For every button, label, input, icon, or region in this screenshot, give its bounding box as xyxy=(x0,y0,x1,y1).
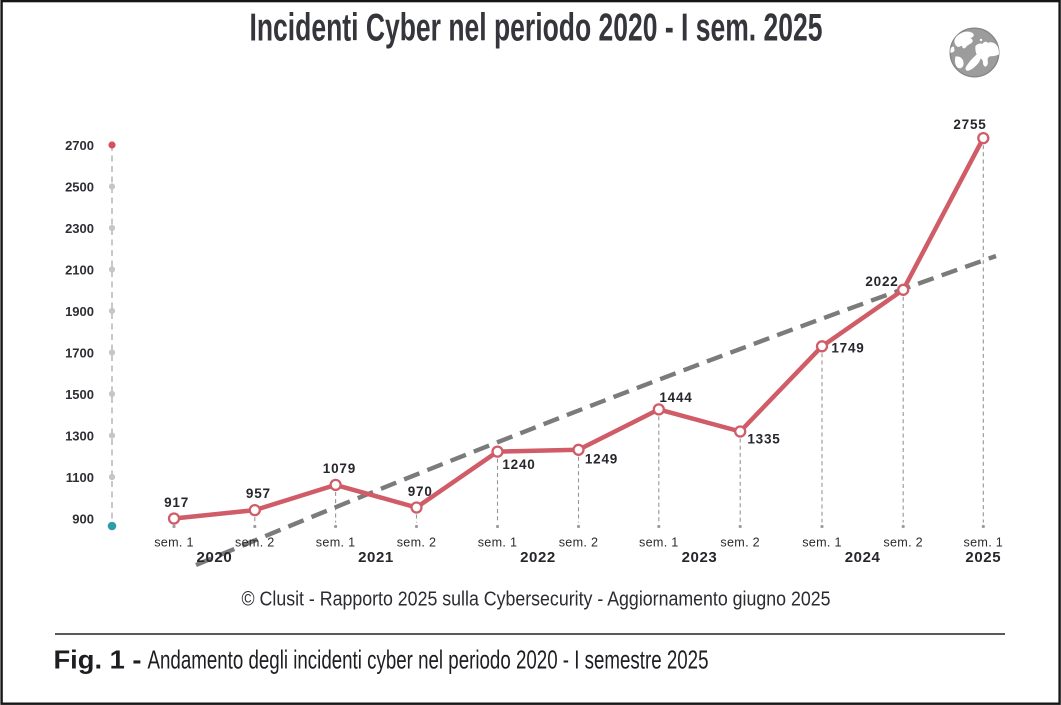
svg-text:sem. 1: sem. 1 xyxy=(639,536,679,550)
svg-text:2022: 2022 xyxy=(865,274,898,289)
svg-text:900: 900 xyxy=(72,511,94,526)
svg-text:sem. 1: sem. 1 xyxy=(964,536,1004,550)
svg-text:2300: 2300 xyxy=(65,221,94,236)
svg-text:1100: 1100 xyxy=(66,470,94,485)
svg-text:Incidenti Cyber nel periodo 20: Incidenti Cyber nel periodo 2020 - I sem… xyxy=(250,7,823,50)
svg-text:1900: 1900 xyxy=(65,304,94,319)
svg-text:2021: 2021 xyxy=(358,549,394,566)
svg-text:1249: 1249 xyxy=(585,452,618,467)
svg-text:2020: 2020 xyxy=(197,549,233,566)
svg-text:917: 917 xyxy=(164,495,189,510)
svg-text:1079: 1079 xyxy=(323,461,356,476)
svg-text:sem. 1: sem. 1 xyxy=(154,536,194,550)
svg-text:1335: 1335 xyxy=(747,432,780,447)
svg-text:sem. 2: sem. 2 xyxy=(720,536,760,550)
svg-text:957: 957 xyxy=(246,486,271,501)
svg-text:sem. 1: sem. 1 xyxy=(316,536,356,550)
svg-text:2025: 2025 xyxy=(965,549,1001,566)
svg-text:sem. 2: sem. 2 xyxy=(397,536,437,550)
svg-text:1300: 1300 xyxy=(65,428,94,443)
svg-text:Fig. 1 -Andamento degli incide: Fig. 1 - Andamento degli incidenti cyber … xyxy=(54,645,709,675)
svg-text:2100: 2100 xyxy=(65,262,94,277)
svg-text:1700: 1700 xyxy=(65,345,94,360)
svg-text:1444: 1444 xyxy=(659,390,692,405)
svg-text:1749: 1749 xyxy=(831,341,864,356)
svg-text:sem. 1: sem. 1 xyxy=(478,536,518,550)
svg-text:sem. 2: sem. 2 xyxy=(559,536,599,550)
svg-text:2700: 2700 xyxy=(65,138,94,153)
svg-text:1500: 1500 xyxy=(65,387,94,402)
svg-text:sem. 2: sem. 2 xyxy=(235,536,275,550)
svg-text:2022: 2022 xyxy=(520,549,556,566)
svg-text:sem. 1: sem. 1 xyxy=(802,536,842,550)
svg-text:sem. 2: sem. 2 xyxy=(883,536,923,550)
svg-text:© Clusit - Rapporto 2025 sulla: © Clusit - Rapporto 2025 sulla Cybersecu… xyxy=(242,588,831,611)
svg-text:2024: 2024 xyxy=(845,549,881,566)
svg-text:2023: 2023 xyxy=(682,549,718,566)
svg-text:970: 970 xyxy=(408,484,433,499)
svg-text:1240: 1240 xyxy=(502,457,535,472)
svg-text:2500: 2500 xyxy=(65,179,94,194)
svg-text:2755: 2755 xyxy=(953,117,986,132)
